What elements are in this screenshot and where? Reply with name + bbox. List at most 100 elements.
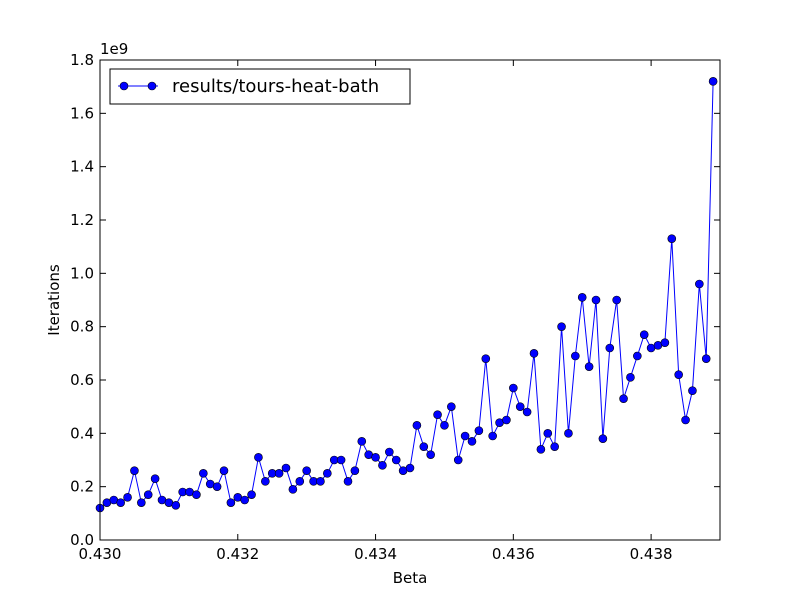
data-point — [529, 349, 539, 358]
data-point — [584, 362, 594, 371]
data-point — [509, 383, 518, 393]
data-point — [660, 338, 670, 347]
data-point — [350, 466, 360, 475]
data-point — [440, 421, 449, 430]
data-point — [171, 501, 181, 510]
y-tick-label: 0.6 — [70, 371, 94, 389]
data-point — [405, 463, 415, 473]
y-tick-label: 1.4 — [70, 158, 94, 176]
data-point — [674, 370, 683, 379]
y-tick-label: 1.6 — [70, 104, 94, 122]
data-point — [591, 295, 601, 305]
data-point — [426, 450, 435, 459]
data-point — [240, 495, 249, 505]
data-point — [226, 498, 236, 507]
x-tick-label: 0.432 — [216, 545, 259, 563]
data-point — [474, 426, 484, 435]
data-point — [598, 434, 608, 443]
data-point — [261, 477, 270, 486]
data-point — [150, 474, 160, 483]
ticks-layer: 0.430 0.432 0.434 0.436 0.438 0.0 0.2 0.4 0.6 0.8… — [70, 51, 720, 563]
data-point — [681, 415, 690, 425]
y-tick-label: 0.8 — [70, 318, 94, 336]
data-point — [502, 415, 511, 425]
data-point — [137, 498, 146, 507]
data-point — [667, 234, 677, 243]
x-tick-label: 0.436 — [492, 545, 535, 563]
data-point — [557, 322, 566, 331]
data-point — [219, 466, 229, 475]
data-point — [447, 402, 456, 411]
data-point — [550, 442, 559, 451]
legend: results/tours-heat-bath — [109, 68, 411, 105]
data-point — [419, 442, 429, 451]
data-point — [385, 447, 394, 457]
data-point — [391, 455, 401, 465]
plot-frame — [99, 59, 721, 541]
y-tick-label: 0.4 — [70, 424, 94, 442]
data-point — [515, 402, 525, 411]
data-point — [274, 469, 284, 478]
data-point — [605, 343, 615, 353]
data-point — [130, 466, 139, 475]
y-tick-label: 0.0 — [70, 531, 94, 549]
data-point — [619, 394, 628, 403]
data-point — [543, 429, 553, 438]
data-point — [633, 351, 642, 361]
data-point — [577, 293, 587, 302]
y-tick-label: 1.8 — [70, 51, 94, 69]
data-point — [281, 463, 291, 473]
data-point — [708, 77, 718, 86]
data-point — [695, 279, 704, 289]
data-point — [323, 469, 332, 478]
data-point — [123, 493, 132, 502]
legend-marker — [147, 81, 157, 91]
data-point — [467, 437, 477, 446]
data-point — [212, 482, 222, 491]
legend-box — [109, 68, 411, 105]
data-point — [247, 490, 256, 499]
x-tick-label: 0.430 — [79, 545, 122, 563]
data-point — [316, 477, 325, 486]
data-point — [460, 431, 470, 441]
data-point — [412, 421, 422, 430]
data-point — [336, 455, 346, 465]
data-point — [343, 477, 353, 486]
y-tick-label: 1.0 — [70, 264, 94, 282]
data-point — [481, 354, 491, 363]
data-point — [433, 410, 442, 419]
data-point — [288, 485, 298, 494]
data-point — [371, 453, 380, 462]
data-point — [639, 330, 649, 339]
data-point — [488, 431, 497, 441]
data-point — [143, 490, 153, 499]
data-point — [564, 429, 573, 438]
data-point — [254, 453, 263, 462]
data-point — [522, 407, 532, 417]
legend-label: results/tours-heat-bath — [172, 76, 379, 97]
data-point — [688, 386, 697, 395]
data-point — [295, 477, 305, 486]
data-point — [453, 455, 463, 465]
x-tick-label: 0.438 — [630, 545, 673, 563]
data-point — [199, 469, 208, 478]
y-axis-title: Iterations — [45, 264, 63, 336]
y-tick-label: 1.2 — [70, 211, 94, 229]
legend-marker — [119, 81, 129, 91]
y-multiplier-label: 1e9 — [100, 40, 128, 58]
data-point — [302, 466, 311, 475]
x-tick-label: 0.434 — [354, 545, 397, 563]
data-point — [357, 437, 367, 446]
series-layer — [95, 77, 718, 513]
data-point — [612, 295, 621, 305]
data-point — [701, 354, 711, 363]
y-tick-label: 0.2 — [70, 478, 94, 496]
data-point — [192, 490, 201, 499]
data-point — [626, 373, 635, 382]
data-point — [116, 498, 125, 507]
x-axis-title: Beta — [393, 569, 428, 587]
data-point — [571, 351, 580, 361]
data-point — [536, 445, 546, 454]
data-point — [378, 461, 387, 470]
